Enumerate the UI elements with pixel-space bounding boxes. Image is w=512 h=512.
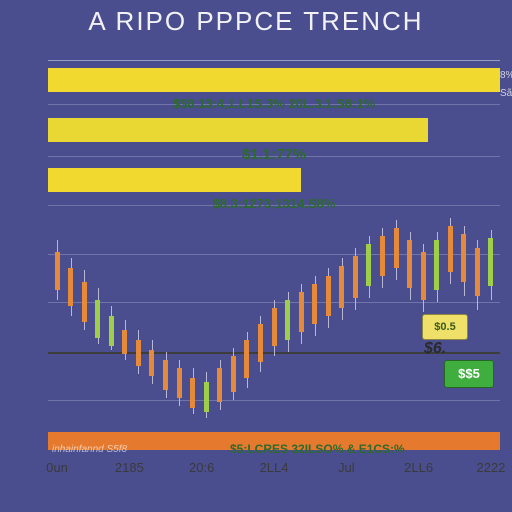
- candle-body: [68, 268, 73, 306]
- gridline: [48, 254, 500, 255]
- candle-body: [244, 340, 249, 378]
- gridline: [48, 104, 500, 105]
- candle-body: [394, 228, 399, 268]
- candle-body: [488, 238, 493, 286]
- candle-body: [149, 350, 154, 376]
- x-tick-label: 2185: [99, 460, 159, 475]
- y-tick-label: Sã.s: [500, 88, 512, 99]
- candle-body: [366, 244, 371, 286]
- chart-root: A RIPO PPPCE TRENCH $$8.13:4,1.L1S.3% 20…: [0, 0, 512, 512]
- bar-label: $8.3:1273;1314.S8%: [48, 196, 500, 211]
- candle-body: [82, 282, 87, 322]
- y-tick-label: 8%.: [500, 70, 512, 81]
- annotation-box: $$5: [444, 360, 494, 388]
- x-tick-label: Jul: [316, 460, 376, 475]
- candle-body: [380, 236, 385, 276]
- footer-right: $5:LCRES 32ILSO% & E1CS:%: [230, 442, 405, 456]
- horizontal-bar: [48, 168, 301, 192]
- candle-body: [55, 252, 60, 290]
- candle-body: [434, 240, 439, 290]
- candle-body: [461, 234, 466, 282]
- footer-left: inhainfannd S5f8: [52, 444, 127, 455]
- candle-body: [204, 382, 209, 412]
- candle-body: [272, 308, 277, 346]
- x-tick-label: 2222: [461, 460, 512, 475]
- candle-body: [299, 292, 304, 332]
- candle-body: [353, 256, 358, 298]
- candle-body: [177, 368, 182, 398]
- horizontal-bar: [48, 118, 428, 142]
- x-tick-label: 2LL6: [389, 460, 449, 475]
- candle-body: [109, 316, 114, 346]
- candle-body: [163, 360, 168, 390]
- bar-label: $1.1:77%: [48, 146, 500, 163]
- candle-body: [339, 266, 344, 308]
- candle-body: [326, 276, 331, 316]
- candle-body: [95, 300, 100, 338]
- candle-body: [190, 378, 195, 408]
- x-tick-label: 20:6: [172, 460, 232, 475]
- gridline: [48, 205, 500, 206]
- x-tick-label: 2LL4: [244, 460, 304, 475]
- candle-body: [312, 284, 317, 324]
- candle-body: [407, 240, 412, 288]
- gridline: [48, 400, 500, 401]
- candle-body: [136, 340, 141, 366]
- candle-body: [122, 330, 127, 354]
- x-tick-label: 0un: [27, 460, 87, 475]
- chart-title: A RIPO PPPCE TRENCH: [0, 6, 512, 37]
- annotation-box: $0.5: [422, 314, 468, 340]
- candle-body: [448, 226, 453, 272]
- candle-body: [285, 300, 290, 340]
- horizontal-bar: [48, 68, 500, 92]
- candle-body: [231, 356, 236, 392]
- candle-body: [217, 368, 222, 402]
- candle-body: [258, 324, 263, 362]
- plot-area: $$8.13:4,1.L1S.3% 20L.3.1.S8:1%$1.1:77%$…: [48, 48, 500, 448]
- annotation-text: $6.: [424, 340, 446, 358]
- candle-body: [475, 248, 480, 296]
- gridline: [48, 60, 500, 61]
- gridline: [48, 156, 500, 157]
- candle-body: [421, 252, 426, 300]
